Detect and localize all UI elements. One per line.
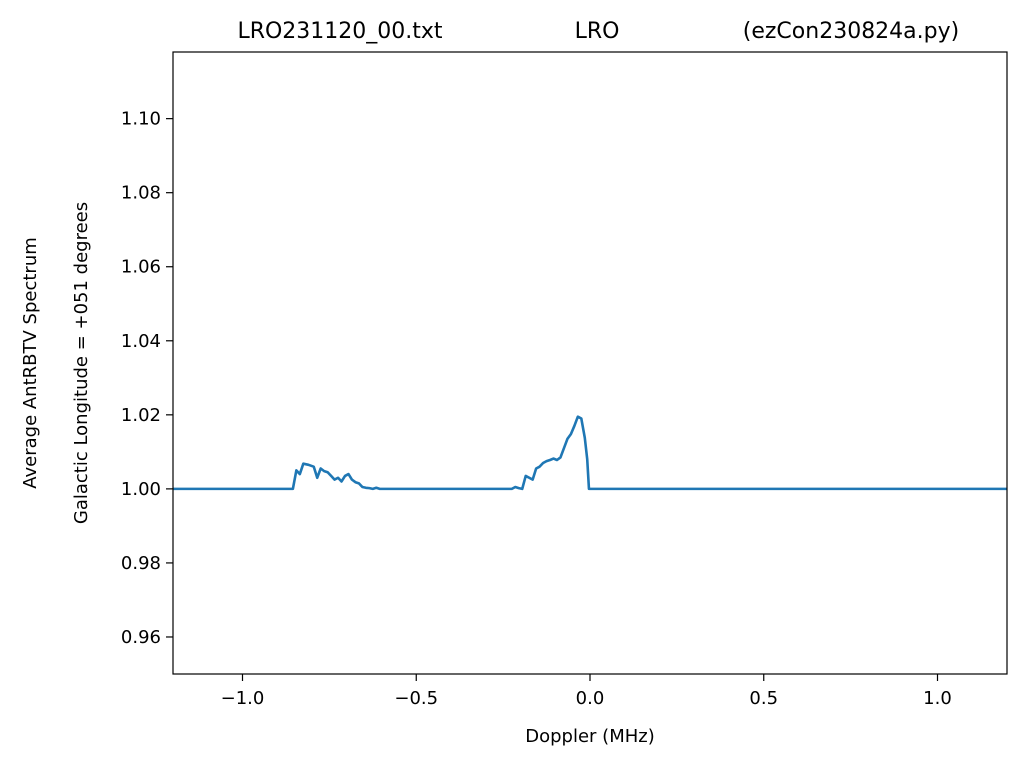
chart-title-site: LRO	[575, 19, 620, 44]
x-tick-label: 1.0	[923, 688, 952, 709]
y-tick-label: 1.00	[121, 479, 161, 500]
y-tick-label: 1.08	[121, 183, 161, 204]
y-tick-label: 0.96	[121, 627, 161, 648]
x-tick-label: 0.5	[749, 688, 778, 709]
y-tick-label: 1.06	[121, 257, 161, 278]
y-axis-label-line1: Average AntRBTV Spectrum	[20, 237, 41, 489]
series-line-0	[173, 415, 1007, 491]
y-tick-label: 0.98	[121, 553, 161, 574]
y-tick-label: 1.02	[121, 405, 161, 426]
x-tick-label: −1.0	[221, 688, 265, 709]
x-axis-label: Doppler (MHz)	[525, 726, 654, 747]
x-tick-label: −0.5	[394, 688, 438, 709]
y-axis: 0.96 0.98 1.00 1.02 1.04 1.06 1.08 1.10	[121, 109, 173, 648]
chart-title: LRO231120_00.txt LRO (ezCon230824a.py)	[237, 19, 959, 44]
chart-title-file: LRO231120_00.txt	[237, 19, 442, 44]
x-axis: −1.0 −0.5 0.0 0.5 1.0	[221, 674, 952, 709]
y-axis-label-line2: Galactic Longitude = +051 degrees	[71, 202, 92, 524]
y-tick-label: 1.10	[121, 109, 161, 130]
x-tick-label: 0.0	[576, 688, 605, 709]
chart-title-program: (ezCon230824a.py)	[743, 19, 959, 44]
plot-area	[173, 415, 1007, 491]
y-tick-label: 1.04	[121, 331, 161, 352]
